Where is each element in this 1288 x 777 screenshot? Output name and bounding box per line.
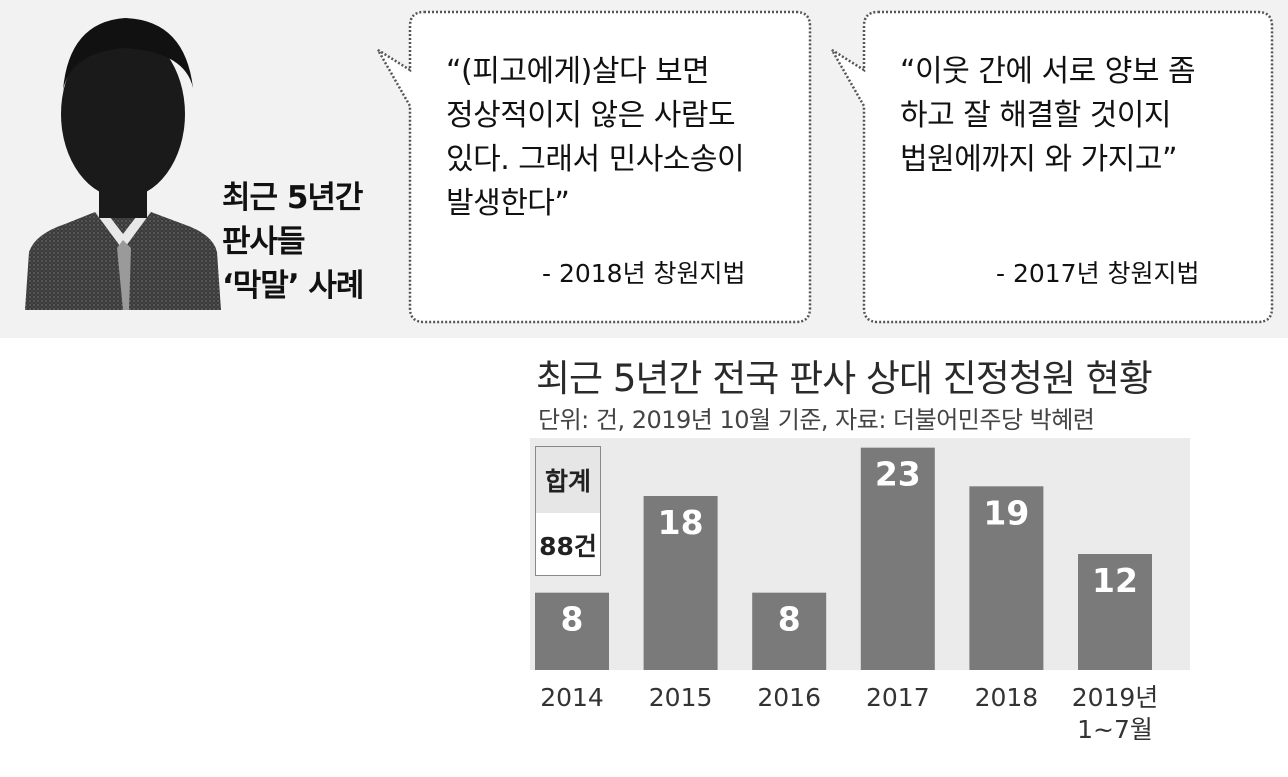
quote-bubble-2: “이웃 간에 서로 양보 좀 하고 잘 해결할 것이지 법원에까지 와 가지고”… [830, 10, 1276, 326]
total-box: 합계 88건 [535, 446, 601, 576]
speech-bubble-icon [376, 10, 812, 324]
quote-line: “(피고에게)살다 보면 [446, 54, 710, 89]
bar-value-label: 23 [875, 455, 921, 494]
figure-label-line: ‘막말’ 사례 [222, 268, 364, 304]
bar [643, 496, 718, 670]
bar [752, 592, 827, 670]
x-tick-label: 2014 [540, 683, 604, 712]
quote-line: 정상적이지 않은 사람도 [446, 98, 736, 133]
bar-chart: 8 2014 18 2015 8 2016 23 2017 19 2018 12 2019년 1~7월 [530, 438, 1190, 744]
quote-text: “(피고에게)살다 보면 정상적이지 않은 사람도 있다. 그래서 민사소송이 … [446, 50, 745, 226]
quote-source: - 2018년 창원지법 [542, 259, 746, 288]
figure-label: 최근 5년간 판사들 ‘막말’ 사례 [222, 176, 364, 308]
bar-value-label: 18 [658, 503, 704, 542]
speech-bubble-icon [830, 10, 1274, 324]
quote-bubble-1: “(피고에게)살다 보면 정상적이지 않은 사람도 있다. 그래서 민사소송이 … [376, 10, 816, 326]
x-tick-label: 2019년 [1072, 683, 1159, 712]
bar [860, 447, 935, 670]
quote-line: “이웃 간에 서로 양보 좀 [900, 54, 1196, 89]
figure-label-line: 판사들 [222, 224, 306, 260]
chart-subtitle: 단위: 건, 2019년 10월 기준, 자료: 더불어민주당 박혜련 [538, 406, 1095, 434]
bar [535, 592, 609, 670]
x-tick-label: 2016 [757, 683, 821, 712]
total-label: 합계 [536, 447, 600, 513]
bar-value-label: 8 [778, 600, 801, 639]
figure-label-line: 최근 5년간 [222, 180, 363, 216]
quote-line: 법원에까지 와 가지고” [900, 142, 1178, 177]
quote-text: “이웃 간에 서로 양보 좀 하고 잘 해결할 것이지 법원에까지 와 가지고” [900, 50, 1196, 182]
x-tick-label: 2018 [975, 683, 1039, 712]
bar [1078, 554, 1152, 670]
quote-source: - 2017년 창원지법 [996, 259, 1200, 288]
person-silhouette-icon [25, 18, 221, 310]
x-tick-label: 1~7월 [1077, 715, 1153, 744]
chart-title: 최근 5년간 전국 판사 상대 진정청원 현황 [536, 357, 1153, 400]
total-value: 88건 [539, 532, 597, 561]
quote-line: 발생한다” [446, 186, 570, 221]
x-tick-label: 2017 [866, 683, 930, 712]
x-tick-label: 2015 [649, 683, 713, 712]
quote-line: 하고 잘 해결할 것이지 [900, 98, 1172, 133]
bar-value-label: 8 [561, 600, 584, 639]
quote-line: 있다. 그래서 민사소송이 [446, 142, 745, 177]
bar [969, 486, 1044, 670]
bar-value-label: 12 [1092, 561, 1138, 600]
bar-value-label: 19 [983, 493, 1029, 532]
